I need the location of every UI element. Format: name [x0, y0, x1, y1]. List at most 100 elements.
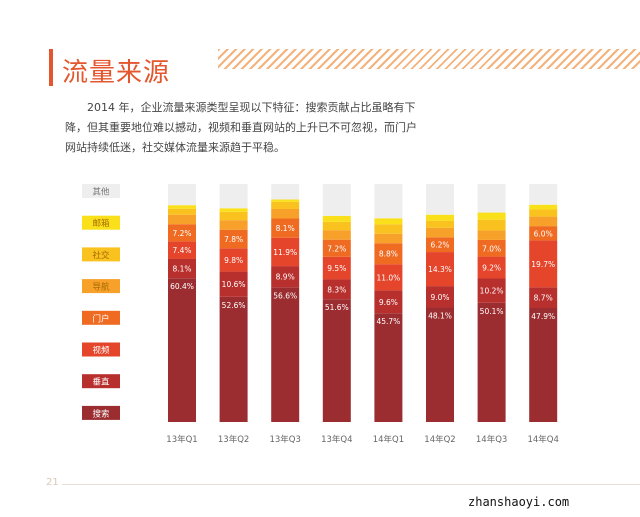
data-label-搜索-13年Q4: 51.6% — [325, 303, 349, 312]
bar-segment-搜索-14年Q4 — [529, 307, 558, 422]
bar-segment-社交-14年Q1 — [374, 224, 403, 234]
legend-swatch-视频 — [82, 342, 120, 357]
data-label-门户-14年Q3: 7.0% — [482, 244, 501, 253]
bar-segment-搜索-13年Q4 — [322, 299, 351, 422]
bar-segment-社交-13年Q4 — [322, 221, 351, 231]
x-tick-label: 13年Q4 — [321, 434, 352, 445]
bar-segment-搜索-13年Q2 — [219, 296, 248, 422]
data-label-视频-14年Q4: 19.7% — [531, 260, 555, 269]
bar-segment-社交-13年Q3 — [271, 201, 300, 209]
bar-segment-导航-13年Q1 — [168, 214, 196, 225]
data-label-垂直-13年Q4: 8.3% — [327, 285, 346, 294]
data-label-门户-13年Q2: 7.8% — [224, 235, 243, 244]
data-label-垂直-13年Q2: 10.6% — [222, 280, 246, 289]
bar-segment-邮箱-13年Q2 — [219, 208, 248, 212]
data-label-视频-14年Q1: 11.0% — [376, 273, 400, 282]
data-label-垂直-14年Q1: 9.6% — [379, 298, 398, 307]
legend-swatch-社交 — [82, 247, 120, 262]
bar-segment-门户-13年Q2 — [219, 229, 248, 249]
bar-segment-搜索-13年Q1 — [168, 278, 196, 422]
legend-label-搜索: 搜索 — [92, 408, 109, 419]
bar-segment-门户-13年Q4 — [322, 239, 351, 257]
bar-segment-导航-14年Q4 — [529, 216, 558, 227]
title-accent-bar — [49, 49, 53, 86]
legend-label-社交: 社交 — [92, 250, 110, 261]
data-label-搜索-14年Q3: 50.1% — [480, 307, 504, 316]
bar-segment-搜索-14年Q3 — [477, 302, 506, 422]
bar-segment-其他-14年Q2 — [426, 184, 454, 215]
bar-segment-门户-13年Q1 — [168, 224, 196, 242]
bar-segment-搜索-13年Q3 — [271, 287, 300, 422]
data-label-搜索-14年Q2: 48.1% — [428, 312, 452, 321]
bar-segment-视频-13年Q2 — [219, 248, 248, 272]
data-label-门户-13年Q1: 7.2% — [172, 229, 191, 238]
data-label-门户-14年Q2: 6.2% — [430, 241, 449, 250]
data-label-垂直-14年Q3: 10.2% — [480, 287, 504, 296]
bar-segment-门户-14年Q2 — [426, 237, 454, 253]
legend-swatch-邮箱 — [82, 215, 120, 230]
bar-segment-社交-14年Q2 — [426, 220, 454, 228]
x-tick-label: 14年Q2 — [424, 434, 455, 445]
legend-swatch-垂直 — [82, 374, 120, 389]
bar-segment-其他-13年Q2 — [219, 184, 248, 209]
watermark-text: zhanshaoyi.com — [468, 495, 570, 509]
bar-segment-社交-13年Q1 — [168, 208, 196, 215]
data-label-门户-14年Q4: 6.0% — [534, 229, 553, 238]
footer-divider — [62, 484, 640, 485]
bar-segment-垂直-13年Q2 — [219, 271, 248, 297]
bar-segment-其他-14年Q4 — [529, 184, 558, 205]
data-label-视频-13年Q4: 9.5% — [327, 264, 346, 273]
data-label-视频-13年Q1: 7.4% — [172, 246, 191, 255]
bar-segment-门户-14年Q1 — [374, 243, 403, 265]
bar-segment-其他-13年Q4 — [322, 184, 351, 216]
data-label-门户-13年Q4: 7.2% — [327, 244, 346, 253]
bar-segment-导航-14年Q3 — [477, 230, 506, 240]
data-label-门户-13年Q3: 8.1% — [276, 224, 295, 233]
bar-segment-门户-14年Q3 — [477, 239, 506, 257]
bar-segment-邮箱-13年Q1 — [168, 205, 196, 209]
bar-segment-邮箱-13年Q3 — [271, 199, 300, 202]
x-tick-label: 13年Q3 — [269, 434, 300, 445]
legend-swatch-搜索 — [82, 405, 120, 420]
bar-segment-搜索-14年Q1 — [374, 313, 403, 422]
legend-swatch-其他 — [82, 184, 120, 198]
bar-segment-邮箱-14年Q2 — [426, 214, 454, 221]
data-label-垂直-14年Q2: 9.0% — [430, 293, 449, 302]
bar-segment-导航-14年Q1 — [374, 233, 403, 244]
x-tick-label: 13年Q1 — [166, 434, 197, 445]
x-tick-label: 13年Q2 — [218, 434, 249, 445]
bar-segment-导航-13年Q2 — [219, 220, 248, 230]
header-stripe-decoration — [218, 49, 640, 69]
legend-label-邮箱: 邮箱 — [92, 218, 110, 229]
bar-segment-社交-14年Q4 — [529, 209, 558, 217]
data-label-搜索-13年Q3: 56.6% — [273, 291, 297, 300]
data-label-视频-13年Q3: 11.9% — [273, 248, 297, 257]
data-label-搜索-14年Q1: 45.7% — [376, 317, 400, 326]
bar-segment-视频-13年Q3 — [271, 237, 300, 267]
bar-segment-垂直-14年Q2 — [426, 286, 454, 308]
legend-label-垂直: 垂直 — [92, 377, 110, 388]
data-label-视频-13年Q2: 9.8% — [224, 256, 243, 265]
bar-segment-邮箱-14年Q1 — [374, 218, 403, 225]
legend-swatch-导航 — [82, 279, 120, 294]
data-label-垂直-13年Q1: 8.1% — [172, 265, 191, 274]
bar-segment-视频-13年Q4 — [322, 256, 351, 280]
x-tick-label: 14年Q3 — [476, 434, 507, 445]
page-title: 流量来源 — [62, 58, 171, 88]
page-number: 21 — [46, 477, 59, 488]
bar-segment-其他-13年Q3 — [271, 184, 300, 200]
bar-segment-其他-13年Q1 — [168, 184, 196, 206]
legend-swatch-门户 — [82, 310, 120, 325]
bar-segment-邮箱-13年Q4 — [322, 215, 351, 222]
bar-segment-导航-13年Q3 — [271, 208, 300, 219]
legend-label-其他: 其他 — [92, 187, 110, 198]
bar-segment-视频-14年Q1 — [374, 264, 403, 291]
bar-segment-视频-14年Q3 — [477, 256, 506, 279]
bar-segment-门户-14年Q4 — [529, 226, 558, 241]
description-paragraph: 2014 年，企业流量来源类型呈现以下特征：搜索贡献占比虽略有下降，但其重要地位… — [65, 101, 417, 154]
legend-label-导航: 导航 — [92, 282, 110, 293]
data-label-搜索-13年Q1: 60.4% — [170, 282, 194, 291]
bar-segment-视频-14年Q4 — [529, 240, 558, 288]
data-label-门户-14年Q1: 8.8% — [379, 250, 398, 259]
